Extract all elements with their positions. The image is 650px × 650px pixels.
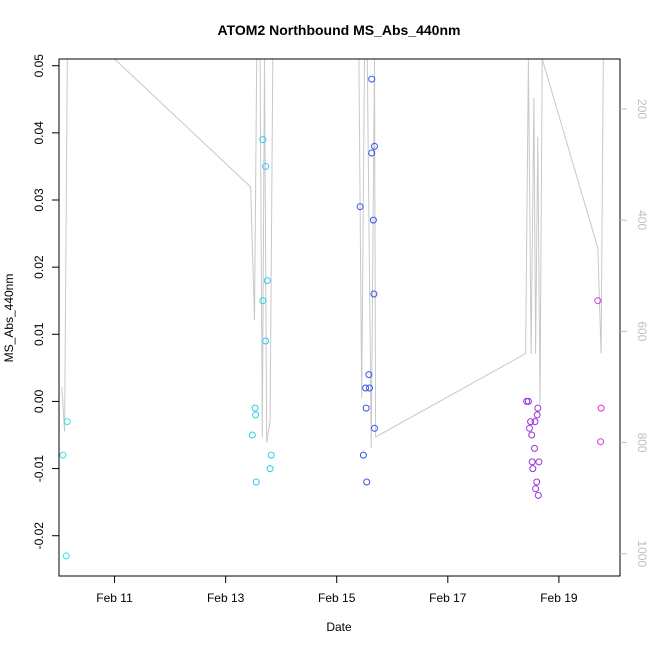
data-point-magenta (597, 404, 605, 412)
data-point-light-blue (262, 337, 270, 345)
data-point-purple (532, 485, 540, 493)
data-point-magenta (594, 297, 602, 305)
data-point-blue (363, 478, 371, 486)
x-tick-label: Feb 11 (96, 591, 133, 605)
data-point-light-blue (259, 136, 267, 144)
secondary-y-tick-label: 800 (635, 433, 649, 453)
data-point-purple (526, 424, 533, 432)
data-point-blue (365, 371, 373, 379)
depth-trace-line (61, 58, 604, 449)
data-point-purple (527, 418, 535, 426)
plot-frame (58, 58, 621, 577)
data-point-cyan (59, 451, 67, 459)
x-axis: Feb 11 Feb 13 Feb 15 Feb 17 Feb 19 (96, 576, 578, 605)
x-tick-label: Feb 19 (540, 591, 578, 605)
data-point-blue (370, 290, 378, 298)
data-point-light-blue (267, 451, 275, 459)
y-tick-label: 0.02 (32, 255, 46, 279)
y-axis-label: MS_Abs_440nm (2, 274, 16, 363)
data-point-blue (366, 384, 373, 392)
data-point-blue (368, 75, 376, 83)
data-point-blue (369, 216, 377, 224)
y-tick-label: 0.03 (32, 188, 46, 212)
data-point-blue (371, 142, 378, 150)
data-points (59, 75, 605, 560)
data-point-magenta (597, 438, 605, 446)
y-axis: -0.02 -0.01 0.00 0.01 0.02 0.03 0.04 0.05 (32, 54, 59, 550)
x-tick-label: Feb 15 (318, 591, 356, 605)
x-tick-label: Feb 17 (429, 591, 467, 605)
data-point-purple (524, 397, 532, 405)
data-point-blue (371, 424, 378, 432)
data-point-light-blue (263, 277, 271, 285)
depth-trace (61, 58, 604, 449)
secondary-y-tick-label: 200 (635, 99, 649, 119)
chart-title: ATOM2 Northbound MS_Abs_440nm (218, 22, 461, 38)
data-point-purple (531, 418, 539, 426)
x-axis-label: Date (326, 620, 352, 634)
data-point-purple (533, 411, 541, 419)
y-tick-label: 0.04 (32, 121, 46, 145)
data-point-blue (362, 384, 370, 392)
data-point-light-blue (252, 411, 260, 419)
data-point-purple (534, 404, 542, 412)
data-point-light-blue (248, 431, 256, 439)
secondary-y-tick-label: 400 (635, 210, 649, 230)
y-tick-label: 0.01 (32, 322, 46, 346)
secondary-y-tick-label: 600 (635, 321, 649, 341)
y-tick-label: -0.01 (32, 455, 46, 483)
data-point-purple (529, 465, 537, 473)
y-tick-label: -0.02 (32, 522, 46, 550)
data-point-purple (528, 431, 536, 439)
secondary-y-axis: 200 400 600 800 1000 (620, 99, 649, 567)
data-point-light-blue (262, 162, 270, 170)
data-point-light-blue (266, 465, 274, 473)
data-point-purple (528, 458, 536, 466)
data-point-light-blue (252, 478, 260, 486)
y-tick-label: 0.05 (32, 54, 46, 78)
data-point-purple (535, 458, 543, 466)
data-point-cyan (63, 418, 71, 426)
data-point-blue (359, 451, 367, 459)
data-point-blue (362, 404, 370, 412)
data-point-purple (531, 444, 538, 452)
y-tick-label: 0.00 (32, 389, 46, 413)
data-point-cyan (62, 552, 70, 560)
data-point-blue (356, 203, 364, 211)
data-point-light-blue (259, 297, 267, 305)
data-point-purple (534, 491, 542, 499)
data-point-light-blue (251, 404, 259, 412)
data-point-purple (533, 478, 541, 486)
data-point-blue (368, 149, 376, 157)
x-tick-label: Feb 13 (207, 591, 245, 605)
secondary-y-tick-label: 1000 (635, 540, 649, 567)
